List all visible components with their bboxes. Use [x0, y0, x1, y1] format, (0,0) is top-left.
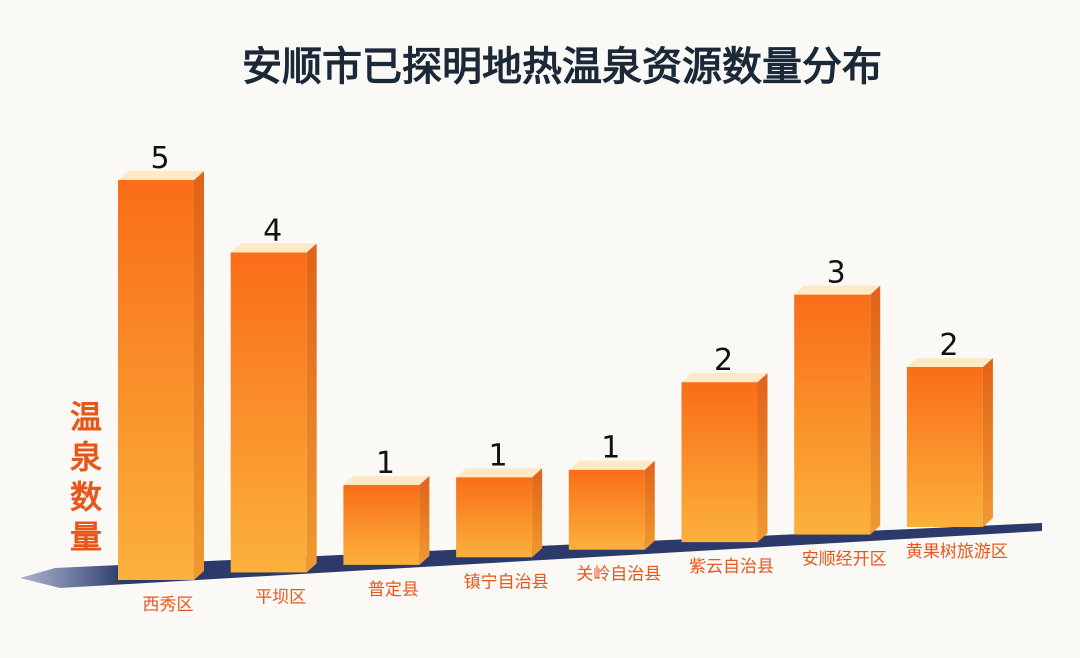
bar-front: [118, 180, 194, 580]
bar: [568, 460, 655, 550]
y-axis-label-char: 量: [70, 518, 102, 556]
bar: [456, 468, 543, 558]
bar-top: [794, 285, 881, 295]
bar-side: [419, 475, 430, 565]
value-label: 3: [827, 256, 846, 291]
y-axis-label-char: 数: [70, 478, 103, 516]
value-label: 4: [263, 213, 282, 248]
bar-side: [306, 243, 317, 573]
value-label: 1: [489, 438, 508, 473]
value-label: 1: [376, 446, 395, 481]
bar-top: [118, 171, 204, 180]
category-label: 安顺经开区: [802, 550, 887, 570]
bar: [118, 171, 204, 580]
bar-front: [906, 367, 983, 527]
value-label: 5: [150, 141, 169, 176]
bars: [118, 171, 993, 580]
bar-front: [681, 382, 758, 543]
y-axis-label-char: 泉: [70, 438, 102, 476]
bar-front: [230, 252, 307, 573]
bar-side: [194, 171, 204, 580]
category-label: 紫云自治县: [689, 557, 774, 577]
y-axis-label-char: 温: [70, 398, 102, 436]
value-label: 2: [714, 343, 733, 378]
bar-top: [568, 460, 655, 470]
chart-title: 安顺市已探明地热温泉资源数量分布: [242, 44, 882, 90]
value-label: 2: [939, 328, 958, 363]
bar-front: [568, 469, 645, 550]
bar-front: [456, 477, 533, 558]
bar-top: [681, 373, 768, 383]
category-label: 镇宁自治县: [464, 572, 549, 592]
bar: [230, 243, 317, 573]
value-labels: 5 4 1 1 1 2 3 2: [150, 141, 958, 481]
bar-side: [870, 285, 881, 535]
bar-front: [794, 294, 871, 535]
bar-top: [343, 475, 430, 485]
category-labels: 西秀区 平坝区 普定县 镇宁自治县 关岭自治县 紫云自治县 安顺经开区 黄果树旅游区: [143, 542, 1008, 615]
bar-side: [757, 373, 768, 543]
category-label: 黄果树旅游区: [906, 542, 1008, 562]
category-label: 关岭自治县: [576, 565, 661, 585]
category-label: 普定县: [368, 580, 419, 600]
bar: [906, 358, 993, 527]
value-label: 1: [601, 431, 620, 466]
bar: [794, 285, 881, 535]
bar-side: [644, 460, 655, 550]
bar-side: [532, 468, 543, 558]
category-label: 平坝区: [255, 587, 306, 607]
bar: [681, 373, 768, 543]
bar-top: [456, 468, 543, 478]
category-label: 西秀区: [143, 595, 194, 615]
bar-front: [343, 484, 420, 565]
bar-side: [982, 358, 993, 527]
bar-top: [230, 243, 317, 253]
bar-top: [906, 358, 993, 367]
bar: [343, 475, 430, 565]
